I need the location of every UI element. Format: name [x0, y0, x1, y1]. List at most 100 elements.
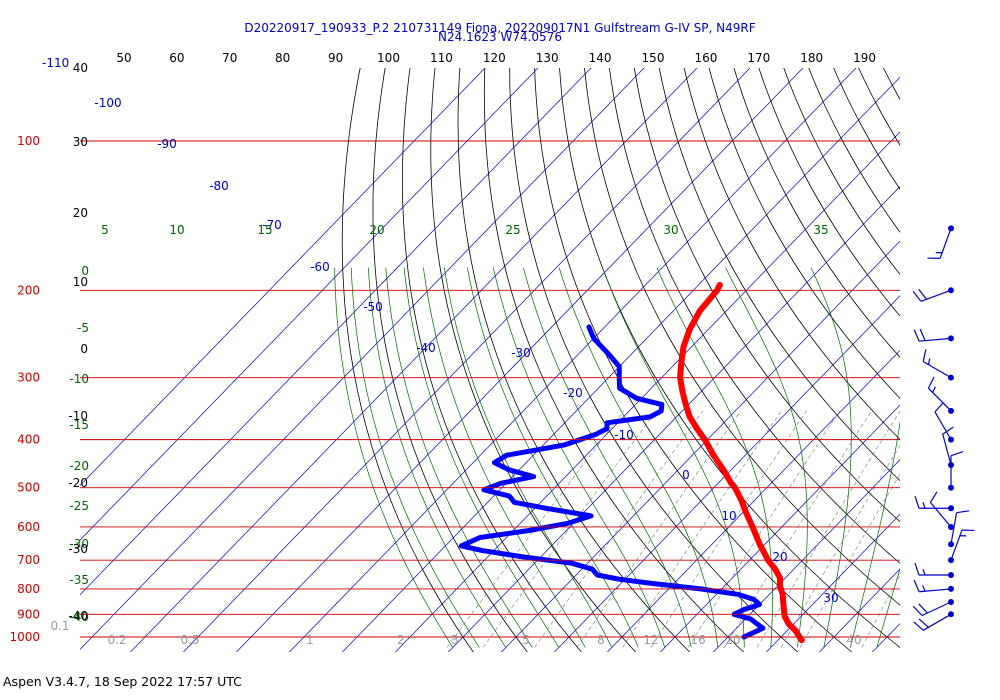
wind-barb [913, 611, 954, 631]
left-moist-label: -30 [69, 537, 89, 551]
isotherm-line [235, 68, 804, 652]
mixing-ratio-line [724, 410, 872, 648]
mixing-ratio-label: 0.2 [107, 633, 126, 647]
left-dry-label: -40 [68, 609, 88, 623]
top-axis-label: 90 [328, 51, 343, 65]
mixing-ratio-label: 12 [643, 633, 658, 647]
top-axis-label: 110 [430, 51, 453, 65]
wind-barb-flag [912, 605, 923, 616]
wind-barb-flag [913, 621, 924, 631]
wind-barb [929, 491, 954, 530]
mixing-ratio-line [576, 410, 742, 648]
isotherm-line [80, 68, 486, 486]
wind-barb-staff [921, 601, 952, 617]
moist-adiabat-label: 25 [505, 223, 520, 237]
wind-barb-staff [950, 512, 958, 545]
isotherm-line [921, 63, 1000, 657]
pressure-tick-label: 800 [17, 582, 40, 596]
pressure-tick-label: 600 [17, 520, 40, 534]
wind-barb-staff [922, 361, 952, 379]
isotherm-line [659, 404, 900, 652]
wind-barb-staff [922, 613, 952, 631]
dry-adiabat-line [608, 68, 900, 564]
dry-adiabat-line [559, 68, 900, 648]
mixing-ratio-label: 40 [846, 633, 861, 647]
left-moist-label: -25 [69, 499, 89, 513]
left-dry-label: 40 [73, 61, 88, 75]
left-moist-label: -35 [69, 573, 89, 587]
isotherm-label: -10 [614, 428, 634, 442]
moist-adiabat-line [523, 267, 692, 648]
moist-adiabat-line [849, 420, 900, 648]
wind-barb-staff [950, 529, 963, 561]
top-axis-label: 190 [853, 51, 876, 65]
dry-adiabat-line [708, 68, 900, 400]
top-axis-label: 60 [169, 51, 184, 65]
isotherm-line [182, 68, 751, 652]
top-axis-label: 50 [116, 51, 131, 65]
pressure-tick-label: 700 [17, 553, 40, 567]
wind-barb-flag [950, 451, 964, 457]
top-axis-label: 80 [275, 51, 290, 65]
moist-adiabat-line [403, 267, 560, 648]
pressure-tick-label: 300 [17, 371, 40, 385]
wind-barb-flag [912, 290, 922, 302]
dry-adiabat-line [733, 68, 900, 358]
wind-barb [914, 496, 954, 512]
isotherm-label: -50 [363, 300, 383, 314]
isotherm-line [341, 76, 900, 652]
dry-adiabat-line [509, 68, 799, 652]
dry-adiabat-line [883, 68, 900, 101]
moist-adiabat-line [466, 267, 639, 648]
wind-barb-staff [939, 228, 952, 259]
wind-barb-staff [919, 588, 952, 593]
top-axis-label: 70 [222, 51, 237, 65]
isotherm-label: -100 [94, 96, 121, 110]
footer-version: Aspen V3.4.7, 18 Sep 2022 17:57 UTC [3, 674, 242, 689]
left-dry-label: -20 [68, 476, 88, 490]
dry-adiabat-line [341, 68, 474, 652]
wind-barb [912, 598, 954, 617]
wind-barb-flag [918, 288, 928, 300]
mixing-ratio-line [622, 410, 782, 648]
dry-adiabat-line [534, 68, 853, 652]
moist-adiabat-line [443, 267, 613, 648]
dry-adiabat-line [858, 68, 900, 146]
wind-barb [927, 376, 954, 414]
wind-barb-staff [942, 433, 952, 466]
moist-adiabat-line [725, 267, 808, 648]
moist-adiabat-line [367, 267, 507, 648]
top-axis-label: 160 [694, 51, 717, 65]
isotherm-label: -90 [157, 137, 177, 151]
wind-barb-flag [942, 426, 954, 435]
wind-barb-staff [929, 502, 952, 528]
wind-barb-flag [922, 349, 927, 362]
left-dry-label: 20 [73, 206, 88, 220]
dry-adiabat-line [783, 68, 900, 276]
left-moist-label: -40 [69, 610, 89, 624]
mixing-ratio-label: 0.5 [180, 633, 199, 647]
pressure-tick-label: 1000 [9, 630, 40, 644]
wind-barb [934, 402, 954, 443]
dry-adiabat-line [372, 68, 528, 652]
wind-barb-half-flag [932, 386, 936, 393]
wind-barb-flag [913, 329, 920, 342]
plot-area [80, 63, 1000, 657]
mixing-ratio-line [482, 410, 657, 648]
isotherm-label: 10 [721, 509, 736, 523]
moist-adiabat-line [810, 267, 852, 648]
left-moist-label: -20 [69, 459, 89, 473]
temperature-profile [677, 281, 805, 644]
wind-barb-flag [919, 328, 926, 341]
moist-adiabat-line [385, 267, 533, 648]
left-dry-label: 0 [80, 342, 88, 356]
wind-barb-staff [920, 289, 952, 302]
wind-barb-flag [956, 510, 970, 514]
moist-adiabat-line [492, 267, 666, 648]
wind-barb-flag [934, 402, 944, 413]
left-dry-label: 30 [73, 135, 88, 149]
wind-barb-flag [914, 562, 920, 576]
dry-adiabat-line [658, 68, 900, 482]
moist-adiabat-label: 35 [813, 223, 828, 237]
